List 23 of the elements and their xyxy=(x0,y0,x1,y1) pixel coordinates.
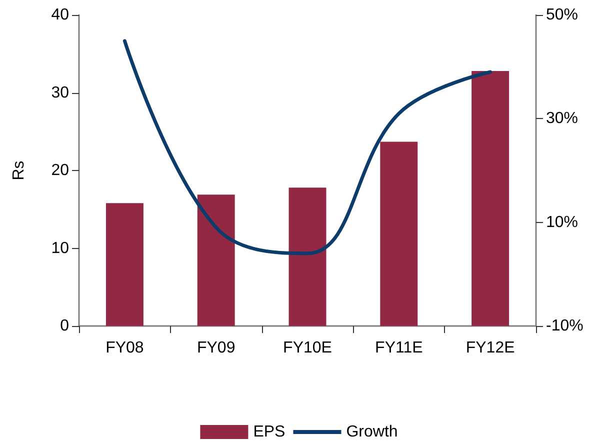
y-axis-title: Rs xyxy=(10,160,28,180)
x-tick-label: FY11E xyxy=(375,340,423,356)
y-tick-label: 10 xyxy=(51,240,70,257)
y-tick-label: 30 xyxy=(51,84,70,102)
line-series xyxy=(122,39,492,256)
y-tick-label: 0 xyxy=(60,318,70,334)
bar xyxy=(106,203,144,326)
y2-tick-label: 50% xyxy=(546,6,578,24)
bar xyxy=(197,194,235,326)
y2-tick-label: 10% xyxy=(546,214,578,231)
x-tick-label: FY12E xyxy=(466,340,515,356)
legend-label: EPS xyxy=(253,424,286,440)
x-tick-label: FY08 xyxy=(106,340,144,356)
bar xyxy=(380,142,418,326)
y-tick-label: 40 xyxy=(51,6,70,24)
bar xyxy=(288,188,326,326)
bar xyxy=(472,70,510,326)
x-tick-label: FY09 xyxy=(196,340,236,356)
y2-tick-label: -10% xyxy=(546,318,584,334)
x-tick-label: FY10E xyxy=(283,340,332,356)
y2-tick-label: 30% xyxy=(546,110,578,128)
y-tick-label: 20 xyxy=(51,162,70,179)
legend-label: Growth xyxy=(346,424,398,440)
